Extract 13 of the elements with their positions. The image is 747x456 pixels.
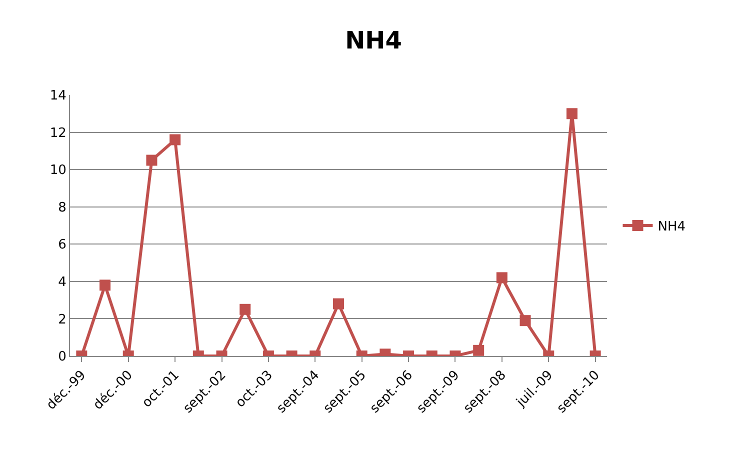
y-tick-label: 8 [58,200,66,216]
y-tick-label: 4 [58,274,66,290]
y-tick-label: 6 [58,238,66,253]
y-tick-label: 12 [50,126,66,141]
point [146,154,158,166]
legend-label: NH4 [658,220,686,235]
point [566,108,578,120]
point [170,134,181,146]
y-tick-label: 2 [58,312,66,328]
y-tick-label: 10 [50,163,66,178]
y-tick-label: 0 [58,350,66,365]
y-tick-label: 14 [50,88,66,104]
chart-title: NH4 [345,26,402,55]
